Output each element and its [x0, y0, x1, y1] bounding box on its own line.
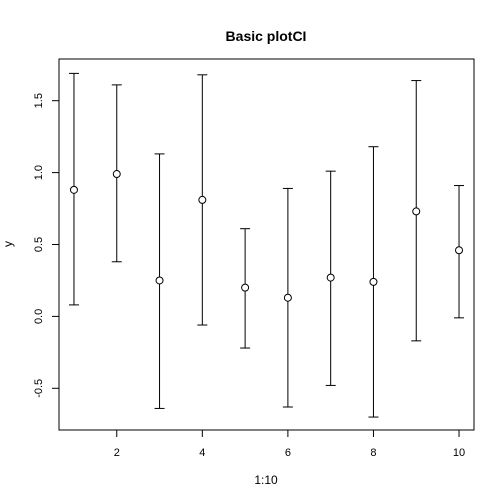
data-point	[69, 185, 78, 194]
x-tick-label: 4	[199, 447, 205, 459]
data-point	[155, 276, 164, 285]
y-axis-label: y	[1, 241, 15, 247]
y-tick-label: 0.5	[33, 237, 45, 252]
x-tick-label: 6	[285, 447, 291, 459]
x-axis: 2 4 6 8 10	[114, 429, 465, 459]
plot-frame	[58, 58, 475, 431]
data-point	[112, 170, 121, 179]
y-tick-label: -0.5	[33, 379, 45, 398]
x-axis-label: 1:10	[254, 473, 278, 487]
data-point	[198, 195, 207, 204]
y-axis: -0.5 0.0 0.5 1.0 1.5	[33, 93, 60, 398]
chart-title: Basic plotCI	[226, 28, 307, 44]
data-point	[326, 273, 335, 282]
data-point	[369, 277, 378, 286]
data-point	[455, 246, 464, 255]
y-tick-label: 1.5	[33, 93, 45, 108]
x-tick-label: 10	[453, 447, 465, 459]
y-tick-label: 1.0	[33, 165, 45, 180]
data-point	[412, 207, 421, 216]
x-tick-label: 2	[114, 447, 120, 459]
data-point	[241, 283, 250, 292]
data-marks	[68, 72, 465, 418]
data-point	[283, 293, 292, 302]
y-tick-label: 0.0	[33, 309, 45, 324]
x-tick-label: 8	[370, 447, 376, 459]
